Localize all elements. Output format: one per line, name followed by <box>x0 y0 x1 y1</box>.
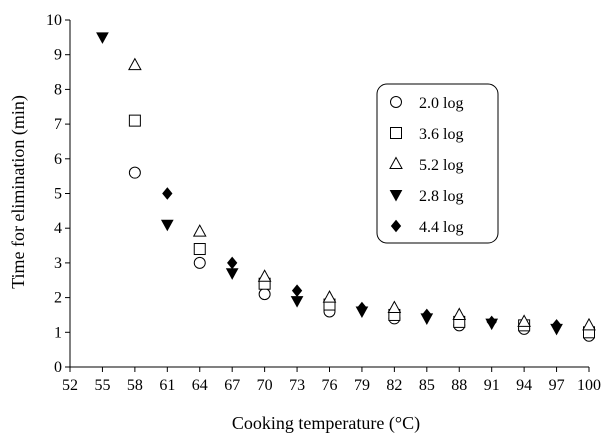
y-tick-label: 2 <box>54 290 62 307</box>
data-point <box>193 256 206 269</box>
data-point <box>193 243 206 256</box>
data-point <box>227 256 238 270</box>
axes: 52 55 58 61 64 67 70 73 76 79 82 85 88 91 94 97 10001234… <box>46 12 601 394</box>
x-tick-label: 91 <box>484 377 500 394</box>
y-tick-label: 8 <box>54 81 62 98</box>
legend-marker <box>389 190 403 202</box>
legend-marker <box>390 96 402 108</box>
x-tick-label: 61 <box>159 377 175 394</box>
data-point <box>290 296 304 308</box>
y-tick-label: 4 <box>54 220 62 237</box>
x-tick-label: 79 <box>354 377 370 394</box>
data-point <box>258 288 271 301</box>
data-point <box>452 307 467 320</box>
legend-marker <box>389 156 403 169</box>
x-tick-label: 97 <box>549 377 565 394</box>
data-point <box>421 308 432 322</box>
y-tick-label: 3 <box>54 255 62 272</box>
y-tick-label: 5 <box>54 186 62 203</box>
data-point <box>517 314 531 327</box>
data-point <box>162 187 173 200</box>
x-tick-label: 94 <box>516 377 532 394</box>
legend: 2.0 log 3.6 log 5.2 log 2.8 log 4.4 log <box>376 83 499 244</box>
legend-entry-label: 3.6 log <box>419 126 463 143</box>
legend-entry-label: 2.8 log <box>419 188 463 205</box>
series-5-2-log <box>128 57 596 331</box>
data-point <box>128 114 141 127</box>
x-tick-label: 88 <box>451 377 467 394</box>
data-point <box>128 57 142 71</box>
y-axis-label: Time for elimination (min) <box>8 95 29 289</box>
legend-box <box>376 83 499 244</box>
x-tick-label: 58 <box>127 377 143 394</box>
legend-marker <box>390 127 402 139</box>
x-tick-label: 64 <box>192 377 208 394</box>
y-tick-label: 6 <box>54 151 62 168</box>
data-point <box>291 284 303 297</box>
x-tick-label: 82 <box>386 377 402 394</box>
data-point <box>160 219 174 232</box>
data-point <box>225 268 239 280</box>
data-point <box>257 269 272 282</box>
x-axis-label: Cooking temperature (°C) <box>232 413 420 434</box>
legend-entry-label: 2.0 log <box>419 95 463 112</box>
x-tick-label: 55 <box>94 377 110 394</box>
data-point <box>96 32 109 44</box>
x-tick-label: 73 <box>289 377 305 394</box>
y-tick-label: 10 <box>46 12 62 29</box>
x-tick-label: 85 <box>419 377 435 394</box>
data-marks <box>96 32 596 342</box>
data-point <box>486 315 497 329</box>
data-point <box>128 166 141 179</box>
x-tick-label: 67 <box>224 377 240 394</box>
data-point <box>322 290 337 303</box>
x-tick-label: 100 <box>577 377 601 394</box>
y-tick-label: 9 <box>54 47 62 64</box>
y-tick-label: 0 <box>54 359 62 376</box>
legend-entry-label: 4.4 log <box>419 219 463 236</box>
data-point <box>387 300 402 314</box>
legend-marker <box>390 219 402 233</box>
data-point <box>582 317 596 331</box>
data-point <box>192 224 207 237</box>
x-tick-label: 70 <box>257 377 273 394</box>
y-tick-label: 7 <box>54 116 62 133</box>
y-tick-label: 1 <box>54 324 62 341</box>
data-point <box>356 301 368 315</box>
x-tick-label: 76 <box>322 377 338 394</box>
legend-entry-label: 5.2 log <box>419 157 463 174</box>
data-point <box>551 319 562 332</box>
series-4-4-log <box>162 187 562 332</box>
x-tick-label: 52 <box>62 377 78 394</box>
